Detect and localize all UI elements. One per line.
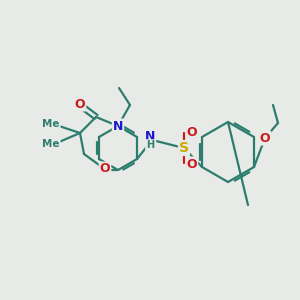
Text: O: O xyxy=(100,163,110,176)
Text: S: S xyxy=(179,141,189,155)
Text: Me: Me xyxy=(42,119,60,129)
Text: H: H xyxy=(146,140,154,150)
Text: O: O xyxy=(187,158,197,170)
Text: O: O xyxy=(260,131,270,145)
Text: N: N xyxy=(113,119,123,133)
Text: O: O xyxy=(75,98,85,110)
Text: N: N xyxy=(145,130,155,143)
Text: Me: Me xyxy=(42,139,60,149)
Text: O: O xyxy=(187,125,197,139)
